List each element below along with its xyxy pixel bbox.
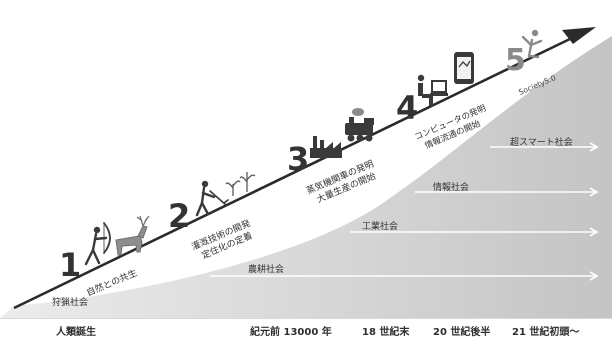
society-label-super-smart: 超スマート社会: [510, 136, 573, 148]
smartphone-icon: [454, 52, 474, 84]
timeline-label-human-origin: 人類誕生: [56, 327, 96, 338]
deer-icon: [115, 215, 150, 256]
steam-locomotive-icon: [345, 108, 374, 142]
timeline-label-20th-century: 20 世紀後半: [433, 327, 491, 338]
stage-3-caption: 蒸気機関車の発明 大量生産の開始: [304, 158, 377, 206]
progress-arrow-line: [13, 36, 573, 310]
stage-number-4: 4: [396, 89, 418, 127]
society-label-hunting: 狩猟社会: [52, 296, 88, 308]
society-label-information: 情報社会: [433, 181, 469, 193]
society-label-agricultural: 農耕社会: [248, 263, 284, 275]
growth-area: [0, 36, 612, 318]
stage-number-2: 2: [168, 197, 190, 235]
stage-number-1: 1: [59, 246, 81, 284]
stage-number-3: 3: [287, 140, 309, 178]
hunter-with-bow-icon: [84, 222, 111, 266]
stage-2-caption: 灌漑技術の開発 定住化の定着: [189, 217, 254, 261]
farmer-with-hoe-icon: [195, 180, 229, 217]
sprout-icon: [225, 172, 256, 196]
society-arrows: [210, 142, 599, 281]
society-label-industrial: 工業社会: [362, 220, 398, 232]
timeline-label-21st-century: 21 世紀初頭～: [512, 327, 580, 338]
person-cheering-icon: [521, 29, 543, 59]
timeline-bar: 人類誕生 紀元前 13000 年 18 世紀末 20 世紀後半 21 世紀初頭～: [0, 318, 612, 340]
timeline-label-18th-century: 18 世紀末: [362, 327, 410, 338]
timeline-label-13000bc: 紀元前 13000 年: [250, 327, 332, 338]
factory-icon: [310, 136, 342, 158]
progress-arrowhead: [562, 27, 596, 44]
person-at-computer-icon: [417, 74, 448, 106]
stage-number-5: 5: [505, 43, 526, 78]
